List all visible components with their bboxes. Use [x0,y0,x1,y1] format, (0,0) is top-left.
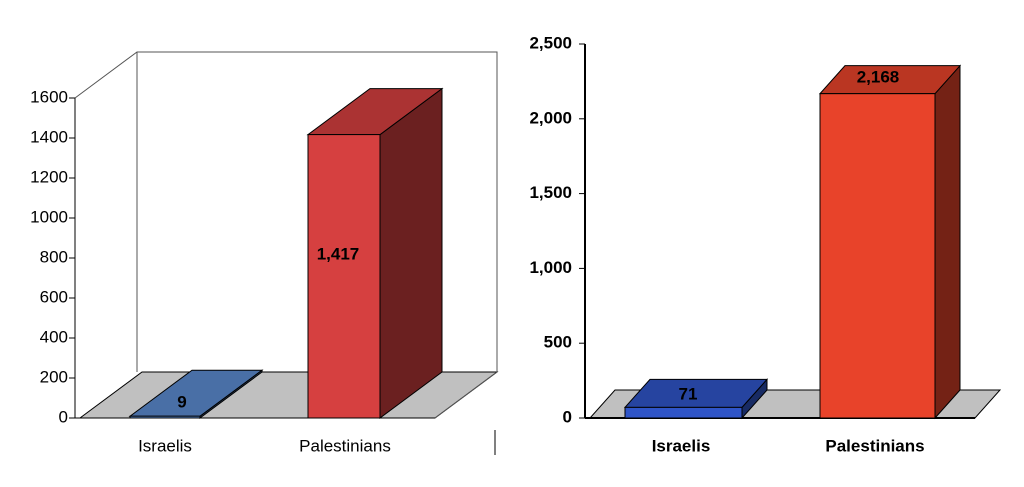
y-tick-label: 2,500 [529,33,572,52]
y-tick-label: 0 [59,407,68,426]
bar-side [934,64,961,420]
bar-side [379,87,443,419]
y-tick-label: 400 [40,327,68,346]
y-tick-label: 1,000 [529,258,572,277]
y-tick-label: 0 [563,407,572,426]
y-tick-label: 500 [544,333,572,352]
x-tick-label: Palestinians [299,436,391,455]
data-label: 1,417 [317,244,360,263]
y-tick-label: 1600 [30,87,68,106]
y-tick-label: 200 [40,367,68,386]
back-wall [74,51,498,372]
y-tick-label: 1200 [30,167,68,186]
floor-edge [434,371,498,419]
data-label: 2,168 [857,67,900,86]
x-tick-label: Israelis [652,436,711,455]
y-tick-label: 800 [40,247,68,266]
y-tick-label: 1400 [30,127,68,146]
x-tick-label: Israelis [138,436,192,455]
y-tick-label: 600 [40,287,68,306]
bar [307,134,381,419]
data-label: 9 [177,392,186,411]
bar [819,93,936,419]
y-tick-label: 1,500 [529,183,572,202]
y-tick-label: 2,000 [529,108,572,127]
y-tick-label: 1000 [30,207,68,226]
data-label: 71 [679,384,698,403]
x-tick-label: Palestinians [825,436,924,455]
bar [129,415,201,419]
bar [624,406,743,419]
